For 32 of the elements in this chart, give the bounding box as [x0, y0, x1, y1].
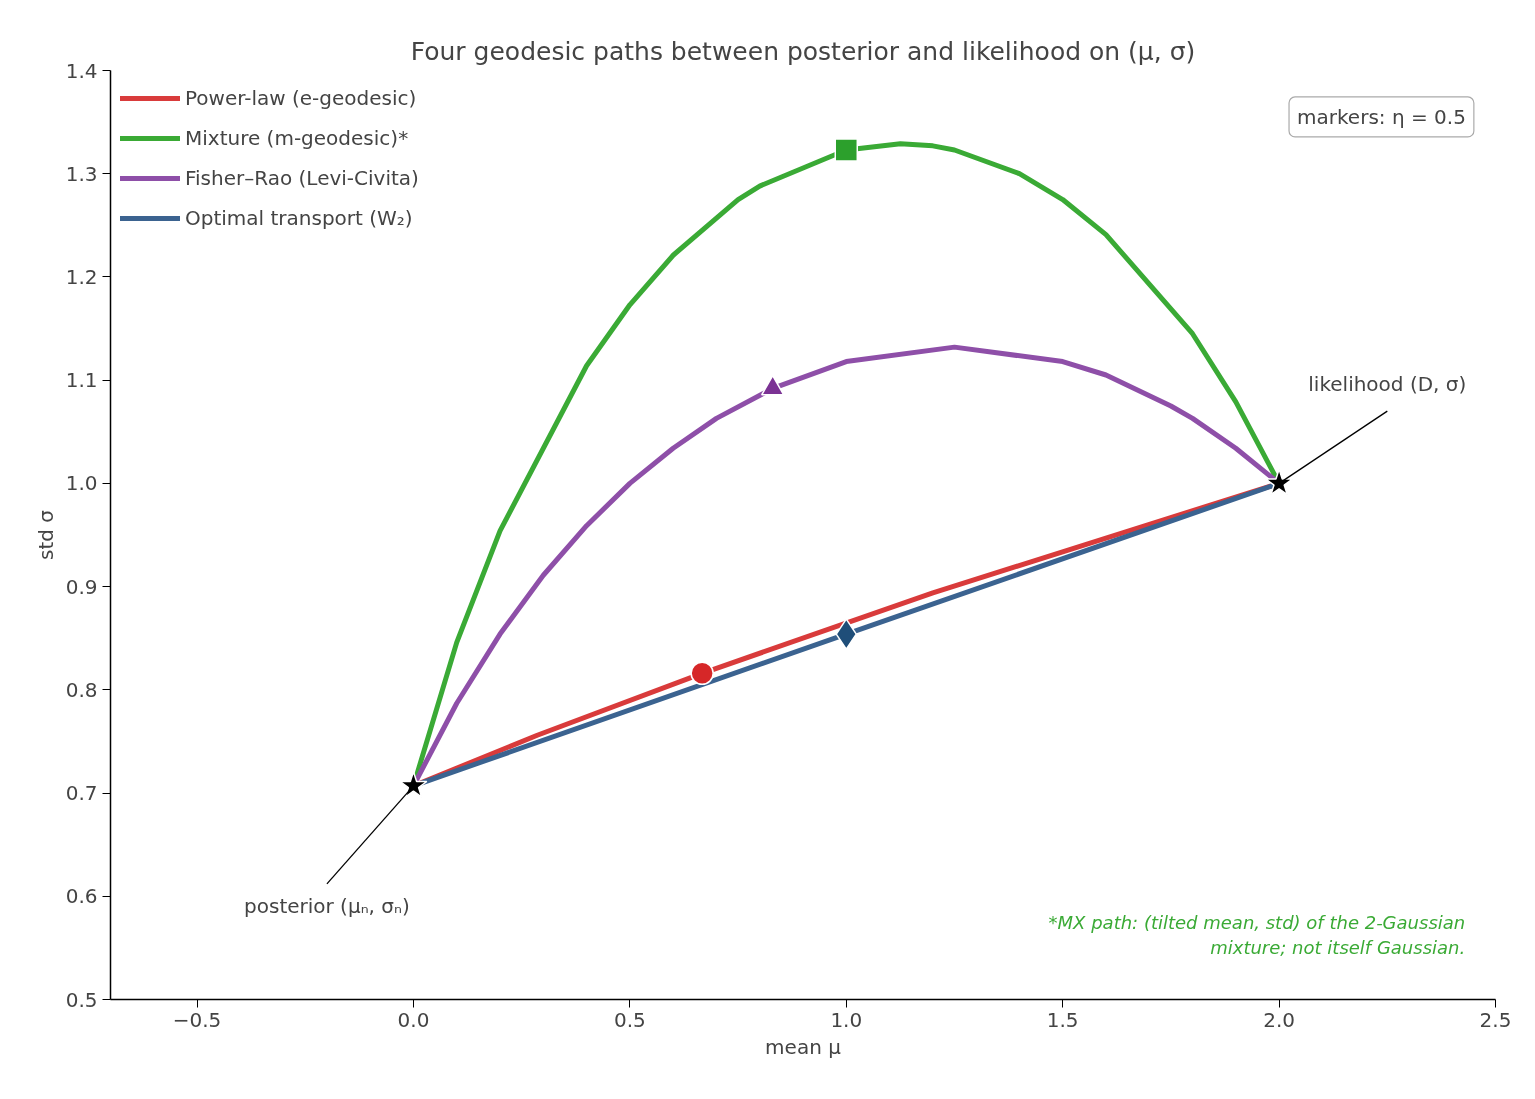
point — [834, 138, 859, 162]
annotation: markers: η = 0.5 — [1297, 104, 1466, 129]
y-tick-label: 0.9 — [65, 574, 98, 599]
y-tick-label: 0.7 — [65, 781, 98, 806]
x-tick-label: 2.5 — [1479, 1007, 1512, 1032]
x-tick-label: 0.5 — [613, 1007, 646, 1032]
y-tick-label: 1.0 — [65, 471, 98, 496]
y-tick-label: 1.1 — [65, 368, 98, 393]
y-tick-label: 1.2 — [65, 264, 98, 289]
x-tick-label: 1.0 — [830, 1007, 863, 1032]
x-tick-label: 2.0 — [1263, 1007, 1295, 1032]
point — [690, 661, 714, 686]
x-tick-label: −0.5 — [172, 1007, 222, 1032]
annotation: posterior (μₙ, σₙ) — [244, 894, 410, 919]
legend-label: Power-law (e-geodesic) — [185, 85, 417, 112]
annotation: likelihood (D, σ) — [1308, 371, 1467, 396]
point — [835, 618, 858, 650]
y-tick-label: 1.4 — [65, 58, 98, 83]
y-tick-label: 1.3 — [65, 161, 98, 186]
y-tick-label: 0.6 — [65, 884, 98, 909]
point — [399, 771, 428, 798]
y-tick-label: 0.5 — [65, 987, 98, 1012]
legend-label: Fisher–Rao (Levi-Civita) — [185, 165, 419, 192]
legend-label: Mixture (m-geodesic)* — [185, 125, 409, 152]
legend-label: Optimal transport (W₂) — [185, 205, 413, 232]
y-tick-label: 0.8 — [65, 677, 98, 702]
y-axis-title: std σ — [33, 509, 58, 560]
x-tick-label: 0.0 — [397, 1007, 430, 1032]
x-axis-title: mean μ — [765, 1034, 842, 1059]
annotation: *MX path: (tilted mean, std) of the 2-Gaussian mixture; not itself Gaussian. — [1048, 912, 1466, 959]
chart-title: Four geodesic paths between posterior and likelihood on (μ, σ) — [410, 36, 1196, 66]
x-tick-label: 1.5 — [1046, 1007, 1079, 1032]
